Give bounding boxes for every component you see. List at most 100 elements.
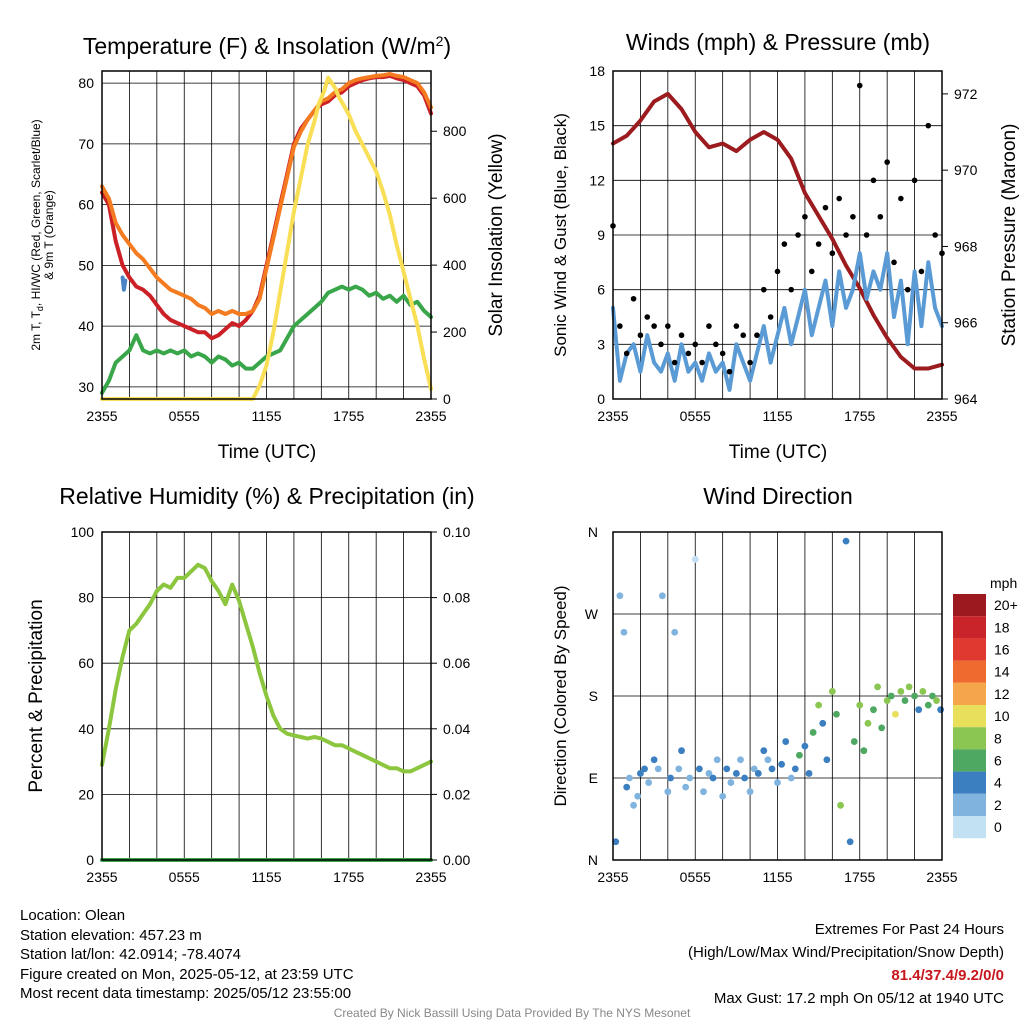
winds-ylabel: Sonic Wind & Gust (Blue, Black)	[551, 113, 570, 357]
direction-point	[809, 729, 817, 736]
colorbar-swatch	[953, 660, 986, 683]
direction-point	[782, 738, 790, 745]
y2-tick-label: 0.04	[443, 721, 470, 737]
direction-point	[623, 783, 631, 791]
y-tick-label: 100	[71, 524, 95, 540]
direction-point	[616, 592, 624, 600]
direction-point	[823, 756, 831, 764]
gust-point	[760, 286, 767, 293]
y-tick-label: 0	[86, 852, 94, 868]
direction-point	[768, 765, 776, 773]
gust-point	[788, 286, 795, 293]
y-tick-label: 80	[78, 590, 94, 606]
y-tick-label: N	[588, 852, 598, 868]
winds-grid	[612, 70, 943, 400]
colorbar-swatch	[953, 816, 986, 839]
winds-panel: Winds (mph) & Pressure (mb) 2355 0555 1155…	[551, 29, 1020, 463]
gust-point	[733, 323, 740, 329]
relative-humidity-line	[100, 562, 433, 774]
x-tick-label: 1755	[844, 408, 875, 424]
gust-point	[658, 341, 664, 348]
direction-point	[709, 774, 717, 782]
extremes-subtitle: (High/Low/Max Wind/Precipitation/Snow De…	[688, 944, 1004, 961]
winds-frame	[612, 70, 943, 400]
direction-point	[929, 692, 936, 700]
direction-point	[691, 555, 699, 563]
y-tick-label: 6	[597, 282, 605, 298]
gust-point	[665, 323, 671, 329]
y-tick-label: 80	[78, 75, 94, 91]
y2-tick-label: 0.02	[443, 786, 470, 802]
winds-xlabel: Time (UTC)	[729, 442, 828, 463]
gust-point	[870, 177, 877, 184]
gust-point	[678, 332, 685, 339]
y-tick-label: 50	[78, 257, 94, 273]
gust-point	[713, 341, 719, 348]
direction-ylabel: Direction (Colored By Speed)	[551, 585, 570, 806]
gust-point	[699, 359, 705, 366]
station-elevation: Station elevation: 457.23 m	[20, 926, 202, 944]
recent-timestamp: Most recent data timestamp: 2025/05/12 2…	[20, 985, 352, 1002]
gust-point	[843, 232, 849, 238]
direction-point	[667, 774, 674, 782]
y2-tick-label: 200	[443, 324, 467, 340]
y2-tick-label: 400	[443, 257, 467, 273]
temperature-y2label: Solar Insolation (Yellow)	[486, 133, 507, 336]
extremes-title: Extremes For Past 24 Hours	[814, 921, 1004, 938]
direction-point	[678, 747, 685, 755]
y2-tick-label: 800	[443, 123, 467, 139]
x-tick-label: 1755	[333, 869, 364, 885]
humidity-grid	[101, 531, 432, 861]
colorbar-label: 14	[994, 664, 1010, 680]
gust-point	[918, 268, 925, 275]
direction-point	[842, 537, 850, 545]
direction-point	[764, 756, 772, 764]
colorbar-title: mph	[990, 575, 1017, 591]
credit-line: Created By Nick Bassill Using Data Provi…	[333, 1006, 691, 1020]
direction-point	[828, 688, 836, 695]
x-tick-label: 0555	[680, 869, 711, 885]
direction-point	[626, 774, 633, 782]
extremes-values: 81.4/37.4/9.2/0/0	[891, 967, 1004, 984]
y2-tick-label: 972	[954, 86, 978, 102]
gust-point	[932, 232, 938, 238]
x-tick-label: 1755	[333, 408, 364, 424]
direction-point	[750, 765, 758, 773]
direction-point	[796, 751, 803, 759]
y-tick-label: 40	[78, 721, 94, 737]
x-tick-label: 0555	[169, 869, 200, 885]
direction-point	[612, 838, 620, 846]
y2-tick-label: 970	[954, 162, 978, 178]
direction-title: Wind Direction	[703, 483, 853, 509]
gust-point	[877, 213, 884, 220]
y2-tick-label: 0.08	[443, 590, 470, 606]
direction-point	[805, 770, 813, 777]
gust-point	[774, 268, 781, 275]
y-tick-label: S	[589, 688, 598, 704]
colorbar-swatch	[953, 793, 986, 816]
colorbar-label: 10	[994, 708, 1010, 724]
direction-point	[870, 706, 877, 714]
station-pressure-line	[611, 91, 944, 371]
direction-point	[737, 756, 744, 764]
figure-created: Figure created on Mon, 2025-05-12, at 23…	[20, 965, 354, 983]
colorbar-swatch	[953, 594, 986, 617]
gust-point	[850, 213, 856, 220]
gust-point	[891, 259, 897, 266]
gust-point	[623, 350, 630, 357]
station-latlon: Station lat/lon: 42.0914; -78.4074	[20, 946, 242, 963]
direction-frame	[612, 531, 943, 861]
direction-point	[864, 719, 872, 727]
y2-tick-label: 0	[443, 391, 451, 407]
gust-point	[863, 232, 870, 238]
direction-point	[654, 765, 662, 773]
x-tick-label: 1755	[844, 869, 875, 885]
x-tick-label: 2355	[926, 408, 957, 424]
direction-points	[612, 537, 945, 846]
y2-tick-label: 600	[443, 190, 467, 206]
x-tick-label: 1155	[251, 408, 281, 424]
direction-point	[856, 701, 864, 709]
gust-point	[767, 314, 774, 320]
colorbar-swatch	[953, 682, 986, 705]
y-tick-label: W	[585, 606, 599, 622]
